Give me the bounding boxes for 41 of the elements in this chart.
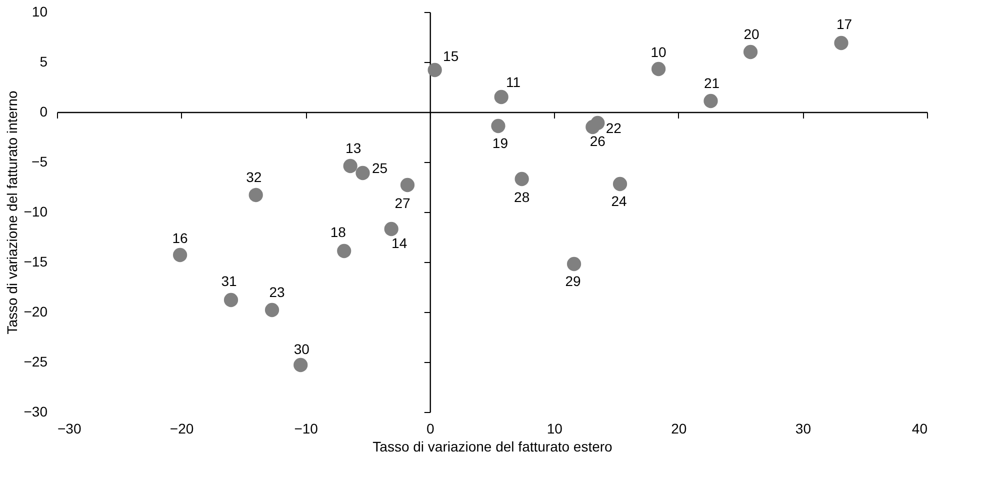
annotation: 14 [392, 235, 408, 251]
annotation: 19 [492, 135, 508, 151]
annotation: 10 [650, 44, 667, 60]
annotation: 11 [506, 74, 521, 90]
x-tick-label: 20 [671, 420, 687, 436]
x-axis-title: Tasso di variazione del fatturato estero [372, 438, 613, 454]
y-tick-label: −25 [24, 354, 48, 370]
x-tick-label: 40 [912, 420, 928, 436]
annotation: 15 [443, 48, 459, 64]
x-tick-label: 0 [426, 420, 434, 436]
annotation: 13 [346, 140, 362, 156]
x-tick-label: −30 [58, 420, 82, 436]
x-tick-label: 10 [546, 420, 563, 436]
annotation: 23 [269, 284, 286, 300]
x-tick-label: −10 [294, 420, 318, 436]
y-axis-title: Tasso di variazione del fatturato interno [4, 90, 20, 334]
annotation: 20 [744, 26, 760, 42]
y-tick-label: 10 [32, 4, 48, 20]
y-tick-label: 0 [40, 104, 48, 120]
annotation: 24 [611, 193, 628, 209]
annotation: 21 [704, 75, 720, 91]
y-tick-label: −30 [24, 404, 48, 420]
y-tick-label: −5 [32, 154, 48, 170]
annotation: 29 [565, 273, 582, 289]
x-tick-label: −20 [170, 420, 194, 436]
annotation: 18 [330, 224, 346, 240]
annotation: 26 [590, 133, 606, 149]
y-tick-label: 5 [40, 54, 48, 70]
annotation: 25 [372, 160, 388, 176]
annotation: 30 [294, 341, 310, 357]
y-tick-label: −15 [24, 254, 48, 270]
annotation: 28 [514, 189, 530, 205]
annotation: 17 [836, 16, 852, 32]
y-tick-label: −20 [24, 304, 48, 320]
annotation: 32 [246, 169, 262, 185]
annotation: 27 [394, 195, 410, 211]
annotation: 31 [221, 273, 237, 289]
annotation: 22 [606, 120, 622, 136]
annotation: 16 [172, 230, 188, 246]
x-tick-label: 30 [795, 420, 812, 436]
y-tick-label: −10 [24, 204, 48, 220]
